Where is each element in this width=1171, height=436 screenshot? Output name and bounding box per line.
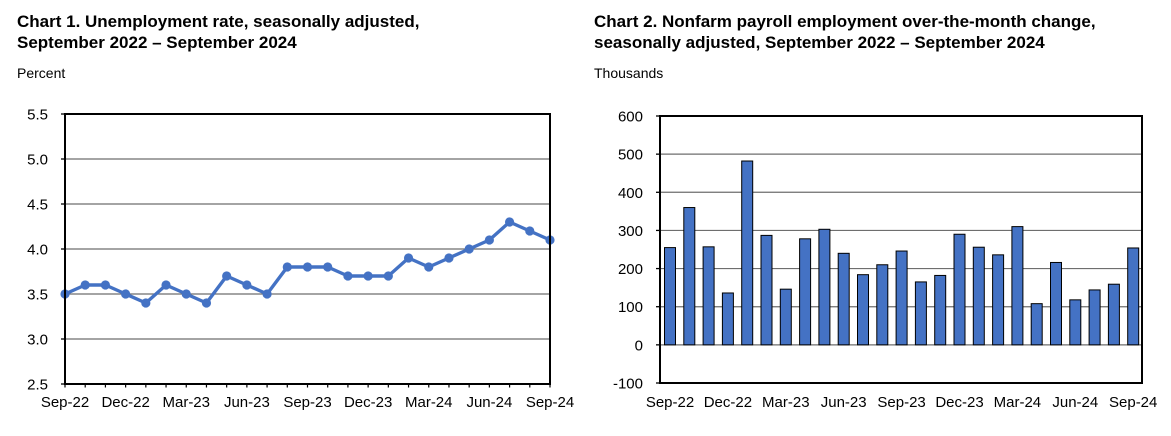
y-tick-label: 200	[618, 261, 643, 278]
data-point	[141, 298, 151, 308]
data-point	[201, 298, 212, 308]
bar	[857, 274, 869, 346]
y-tick-label: 4.5	[27, 197, 48, 214]
data-point	[181, 289, 191, 299]
data-point	[80, 280, 90, 290]
y-tick-label: -100	[613, 376, 643, 393]
y-tick-label: 600	[618, 109, 643, 126]
data-point	[383, 271, 393, 281]
data-point	[343, 271, 353, 281]
y-tick-label: 2.5	[27, 377, 48, 394]
bar	[664, 247, 676, 346]
data-point	[363, 271, 373, 281]
bar	[683, 207, 696, 346]
x-tick-label: Sep-23	[877, 394, 925, 411]
data-point	[424, 262, 434, 272]
x-tick-label: Jun-24	[466, 394, 512, 411]
chart1-unit-label: Percent	[17, 65, 66, 81]
y-tick-label: 5.0	[27, 152, 48, 169]
x-tick-label: Mar-24	[994, 394, 1042, 411]
x-tick-label: Dec-22	[704, 394, 752, 411]
x-tick-label: Mar-24	[405, 394, 453, 411]
bar	[799, 238, 812, 346]
bar	[721, 292, 734, 346]
bar	[741, 160, 754, 346]
x-tick-label: Jun-24	[1052, 394, 1098, 411]
y-tick-label: 5.5	[27, 107, 48, 124]
bar	[1030, 303, 1043, 346]
data-point	[484, 235, 494, 245]
plot-border	[659, 115, 1143, 384]
data-point	[121, 289, 131, 299]
data-point	[302, 262, 313, 272]
bar	[1069, 299, 1082, 346]
x-tick-label: Dec-23	[935, 394, 983, 411]
plot-border	[64, 113, 551, 385]
data-point	[282, 262, 292, 272]
x-tick-label: Sep-23	[283, 394, 331, 411]
data-point	[464, 244, 474, 254]
data-point	[525, 226, 535, 236]
data-point	[504, 217, 515, 227]
bar	[1011, 226, 1024, 346]
bar	[1107, 283, 1120, 346]
x-tick-label: Mar-23	[762, 394, 810, 411]
y-tick-label: 3.0	[27, 332, 48, 349]
x-tick-label: Dec-23	[344, 394, 392, 411]
bar	[914, 281, 927, 346]
y-tick-label: 500	[618, 147, 643, 164]
data-point	[100, 280, 111, 290]
bar	[1088, 289, 1101, 346]
y-tick-label: 400	[618, 185, 643, 202]
chart2-unit-label: Thousands	[594, 65, 664, 81]
x-tick-label: Jun-23	[821, 394, 867, 411]
x-tick-label: Sep-22	[41, 394, 89, 411]
y-tick-label: 3.5	[27, 287, 48, 304]
data-point	[323, 262, 333, 272]
x-tick-label: Mar-23	[162, 394, 210, 411]
bar	[760, 234, 773, 346]
bar	[972, 246, 985, 346]
chart2-title: Chart 2. Nonfarm payroll employment over…	[594, 12, 1096, 52]
y-tick-label: 0	[635, 337, 643, 354]
x-tick-label: Sep-24	[1109, 394, 1157, 411]
data-point	[222, 271, 232, 281]
bar	[837, 252, 850, 346]
bar	[895, 250, 908, 346]
bar	[1050, 261, 1062, 346]
y-tick-label: 4.0	[27, 242, 48, 259]
x-tick-label: Sep-24	[526, 394, 574, 411]
data-point	[444, 253, 454, 263]
chart1-title: Chart 1. Unemployment rate, seasonally a…	[17, 12, 420, 52]
x-tick-label: Jun-23	[224, 394, 270, 411]
bar	[934, 274, 947, 346]
bar	[818, 228, 831, 346]
data-point	[262, 289, 272, 299]
x-tick-label: Dec-22	[101, 394, 149, 411]
x-tick-label: Sep-22	[646, 394, 694, 411]
bar	[702, 246, 715, 346]
data-point	[161, 280, 171, 290]
bar	[876, 264, 889, 346]
bar	[992, 254, 1005, 346]
data-point	[403, 253, 414, 263]
y-tick-label: 100	[618, 299, 643, 316]
bar	[1127, 247, 1140, 346]
y-tick-label: 300	[618, 223, 643, 240]
bar	[779, 288, 792, 346]
data-point	[242, 280, 252, 290]
bar	[953, 233, 966, 346]
